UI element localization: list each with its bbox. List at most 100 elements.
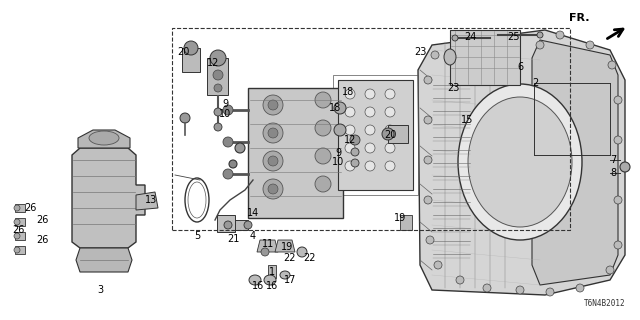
Text: 5: 5: [194, 231, 200, 241]
Circle shape: [14, 233, 20, 239]
Circle shape: [608, 61, 616, 69]
Circle shape: [214, 108, 222, 116]
Circle shape: [345, 107, 355, 117]
Circle shape: [620, 162, 630, 172]
Polygon shape: [15, 218, 25, 226]
Polygon shape: [136, 192, 158, 210]
Circle shape: [14, 205, 20, 211]
Text: 26: 26: [36, 215, 48, 225]
Polygon shape: [72, 148, 145, 248]
Circle shape: [14, 219, 20, 225]
Polygon shape: [400, 215, 412, 230]
Polygon shape: [15, 232, 25, 240]
Circle shape: [365, 89, 375, 99]
Circle shape: [315, 92, 331, 108]
Text: 20: 20: [384, 130, 396, 140]
Text: 26: 26: [12, 225, 24, 235]
Text: 13: 13: [145, 195, 157, 205]
Circle shape: [536, 41, 544, 49]
Polygon shape: [15, 204, 25, 212]
Circle shape: [297, 247, 307, 257]
Text: 3: 3: [97, 285, 103, 295]
Text: 11: 11: [262, 239, 274, 249]
Ellipse shape: [468, 97, 572, 227]
Circle shape: [483, 284, 491, 292]
Text: 25: 25: [507, 32, 519, 42]
Circle shape: [385, 143, 395, 153]
Circle shape: [345, 161, 355, 171]
Text: 12: 12: [207, 58, 219, 68]
Circle shape: [345, 125, 355, 135]
Circle shape: [516, 286, 524, 294]
Circle shape: [229, 160, 237, 168]
Circle shape: [385, 107, 395, 117]
Ellipse shape: [264, 275, 276, 285]
Text: 7: 7: [610, 155, 616, 165]
Text: 21: 21: [227, 234, 239, 244]
Polygon shape: [418, 30, 625, 295]
Text: 23: 23: [447, 83, 459, 93]
Polygon shape: [15, 246, 25, 254]
Circle shape: [214, 123, 222, 131]
Circle shape: [268, 184, 278, 194]
Ellipse shape: [280, 271, 290, 279]
Text: 14: 14: [247, 208, 259, 218]
Text: 8: 8: [610, 168, 616, 178]
Circle shape: [345, 143, 355, 153]
Text: 16: 16: [266, 281, 278, 291]
Text: 10: 10: [219, 109, 231, 119]
Circle shape: [334, 124, 346, 136]
Circle shape: [263, 123, 283, 143]
Circle shape: [576, 284, 584, 292]
Text: 2: 2: [532, 78, 538, 88]
Circle shape: [263, 179, 283, 199]
Text: 12: 12: [344, 135, 356, 145]
Circle shape: [213, 70, 223, 80]
Circle shape: [614, 196, 622, 204]
Circle shape: [426, 236, 434, 244]
Circle shape: [315, 148, 331, 164]
Text: 26: 26: [24, 203, 36, 213]
Circle shape: [268, 156, 278, 166]
Bar: [172, 28, 570, 230]
Text: 18: 18: [329, 103, 341, 113]
Circle shape: [614, 241, 622, 249]
Circle shape: [223, 105, 233, 115]
Text: 4: 4: [250, 231, 256, 241]
Circle shape: [180, 113, 190, 123]
Circle shape: [424, 156, 432, 164]
Circle shape: [350, 135, 360, 145]
Polygon shape: [76, 248, 132, 272]
Circle shape: [14, 247, 20, 253]
Text: 15: 15: [461, 115, 473, 125]
Circle shape: [385, 125, 395, 135]
Circle shape: [365, 143, 375, 153]
Text: 22: 22: [304, 253, 316, 263]
Circle shape: [586, 41, 594, 49]
Text: 9: 9: [222, 99, 228, 109]
Polygon shape: [217, 215, 235, 232]
Polygon shape: [388, 125, 408, 143]
Circle shape: [268, 100, 278, 110]
Text: 18: 18: [342, 87, 354, 97]
Circle shape: [537, 32, 543, 38]
Circle shape: [235, 143, 245, 153]
Polygon shape: [450, 30, 520, 85]
Circle shape: [261, 248, 269, 256]
Circle shape: [385, 89, 395, 99]
Circle shape: [365, 107, 375, 117]
Polygon shape: [338, 80, 413, 190]
Circle shape: [315, 176, 331, 192]
Circle shape: [546, 288, 554, 296]
Circle shape: [452, 35, 458, 41]
Circle shape: [424, 196, 432, 204]
Text: 6: 6: [517, 62, 523, 72]
Text: 1: 1: [269, 267, 275, 277]
Text: 23: 23: [414, 47, 426, 57]
Circle shape: [424, 76, 432, 84]
Circle shape: [556, 31, 564, 39]
Polygon shape: [207, 58, 228, 95]
Ellipse shape: [89, 131, 119, 145]
Circle shape: [606, 266, 614, 274]
Circle shape: [382, 128, 394, 140]
